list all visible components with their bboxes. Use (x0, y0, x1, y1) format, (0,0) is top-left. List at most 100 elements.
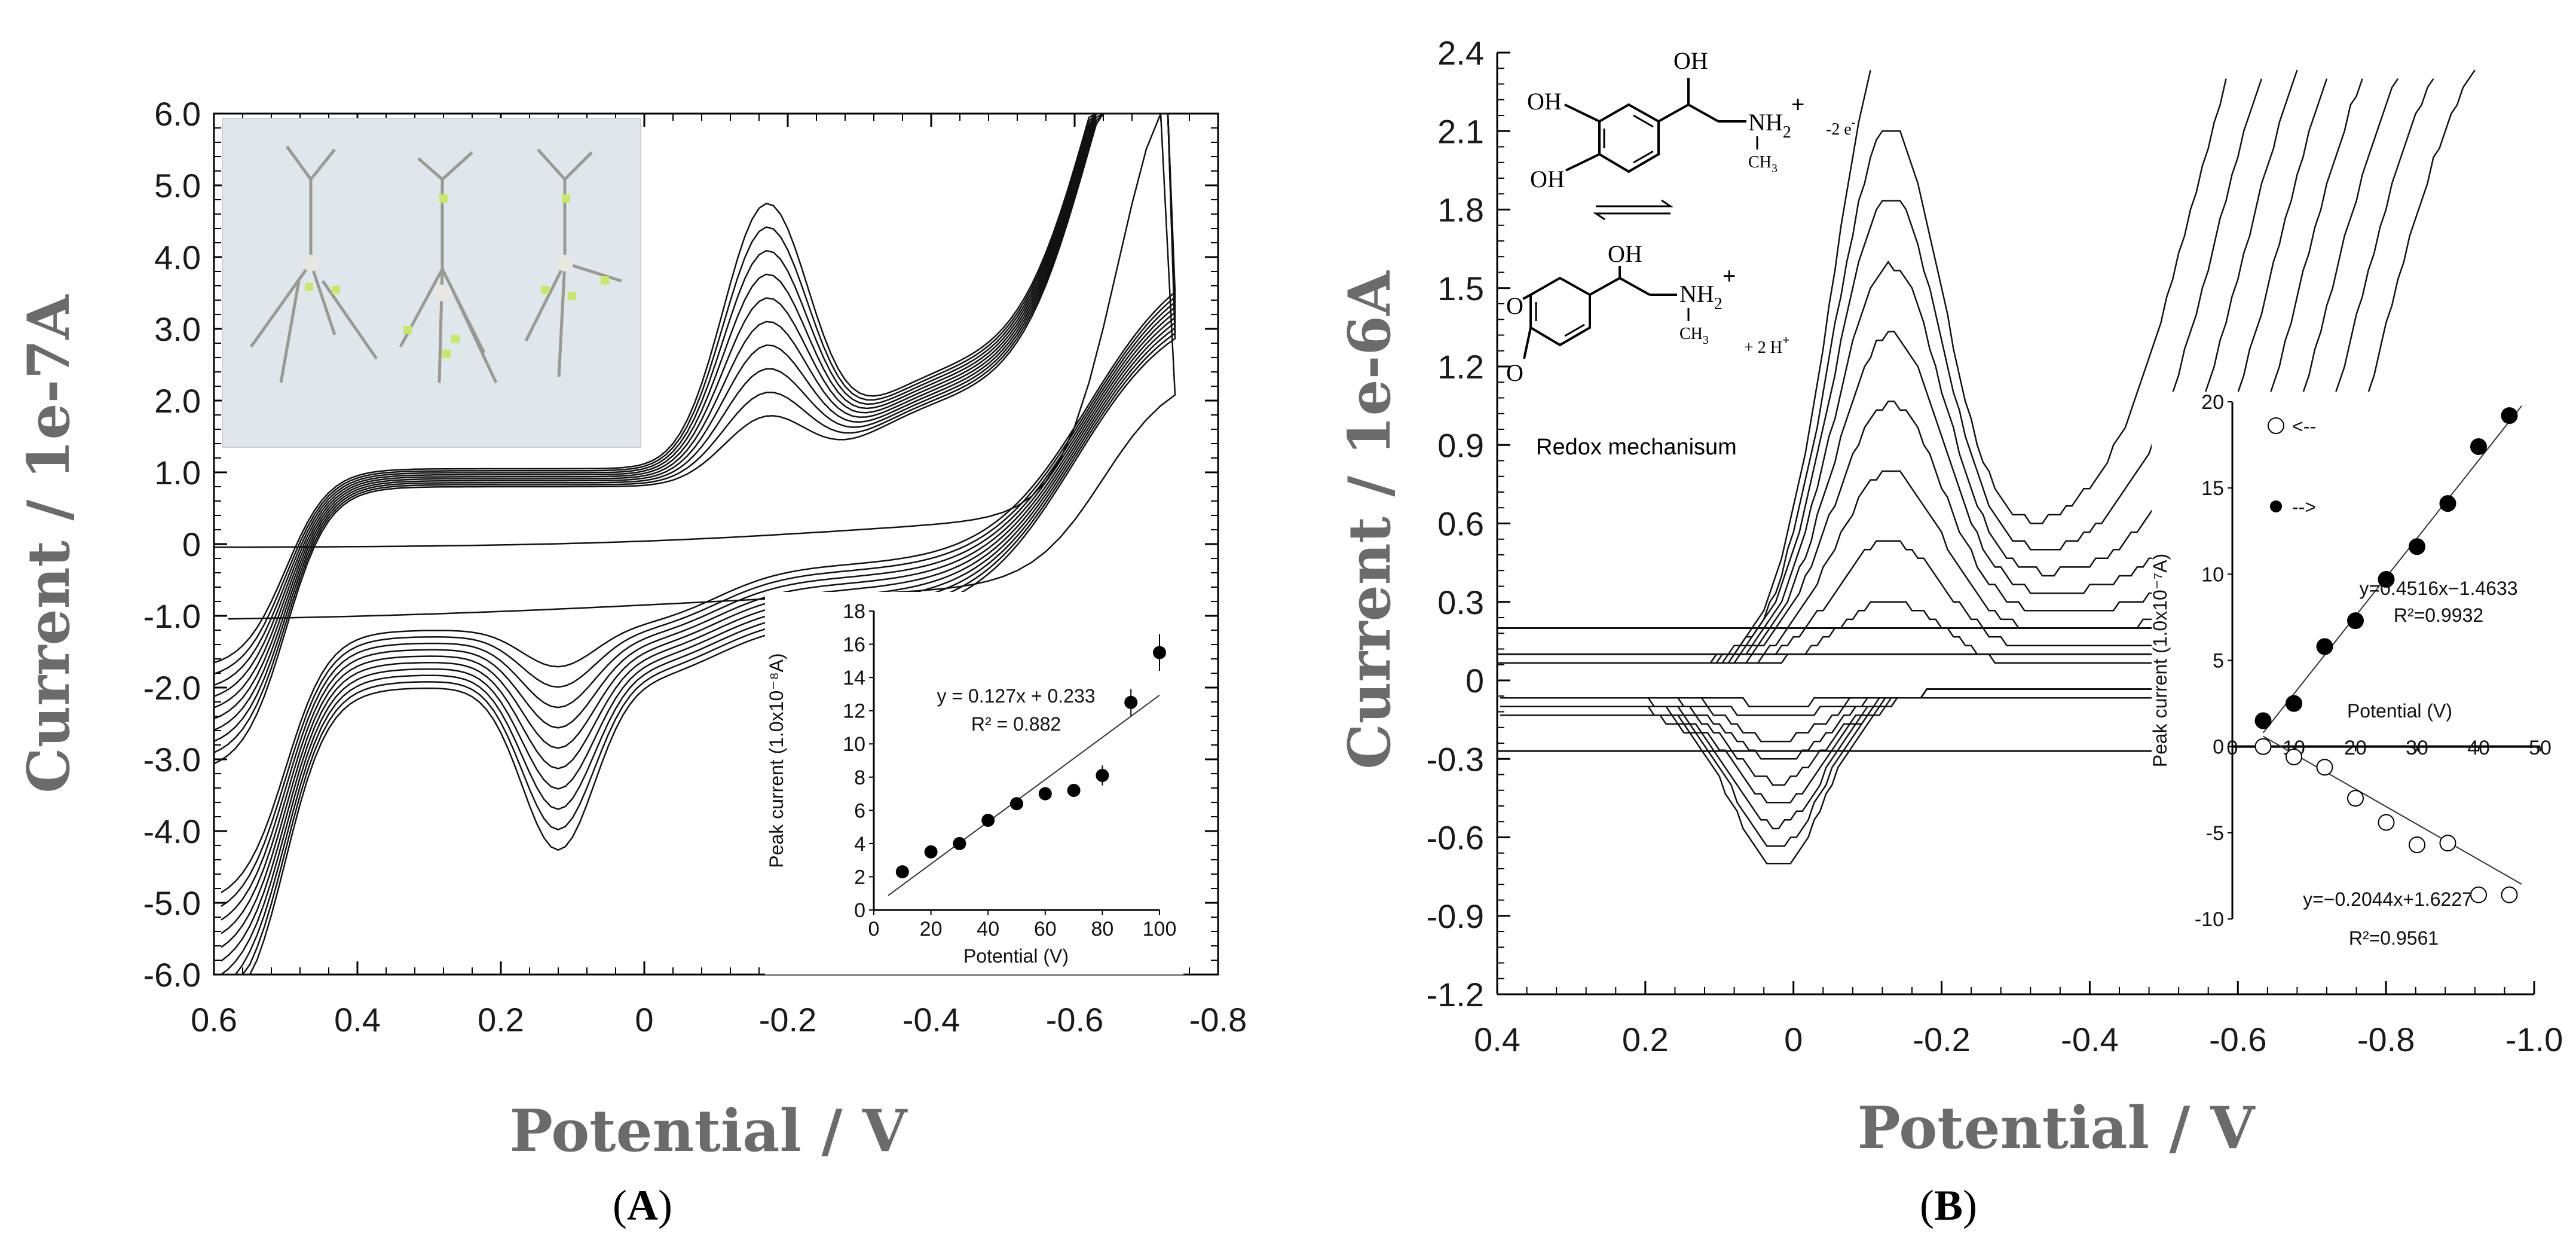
inset-b-data-point (2501, 407, 2518, 425)
inset-x-tick-label: 80 (1091, 918, 1113, 940)
electrode-junction (556, 255, 573, 271)
electrode-junction (302, 255, 319, 271)
inset-a-data-point (1010, 797, 1023, 811)
panel-b-y-axis-title: Current / 1e-6A (1336, 270, 1403, 769)
inset-b-legend-label: <-- (2292, 416, 2316, 437)
panel-a-x-tick-label: 0 (635, 1001, 653, 1039)
inset-b-fit-line-1 (2262, 405, 2522, 734)
panel-a-photo-inset (222, 118, 641, 448)
inset-a-data-point (1038, 787, 1052, 801)
panel-a-cv-curves (213, 112, 1176, 976)
panel-a-y-tick-label: 4.0 (154, 239, 201, 276)
inset-y-tick-label: -5 (2206, 822, 2224, 845)
panel-b-y-tick-label: -0.3 (1427, 740, 1485, 778)
panel-a-x-tick-label: -0.8 (1189, 1001, 1247, 1039)
panel-b-label: (B) (1920, 1181, 1977, 1229)
inset-b-data-point (2409, 836, 2425, 854)
panel-a-y-tick-label: -3.0 (143, 741, 201, 778)
electrode-samples-illustration (249, 145, 622, 384)
inset-x-tick-label: 50 (2529, 737, 2551, 759)
panel-b-x-tick-label: 0.4 (1474, 1021, 1520, 1058)
inset-y-tick-label: 2 (854, 866, 865, 888)
panel-a-y-tick-label: -1.0 (143, 597, 201, 635)
inset-a-data-point (1124, 695, 1138, 709)
inset-y-tick-label: 12 (843, 700, 865, 723)
panel-a-y-tick-label: -2.0 (143, 669, 201, 707)
inset-y-tick-label: 0 (2213, 736, 2224, 759)
panel-b-x-tick-labels: 0.4 0.2 0 -0.2 -0.4 -0.6 -0.8 -1.0 (1474, 1021, 2563, 1058)
hydroxyl-label: OH (1674, 47, 1708, 74)
inset-b-data-point (2470, 886, 2487, 903)
panel-a: 0.6 0.4 0.2 0 -0.2 -0.4 -0.6 -0.8 -6.0-5.0-4.0-… (15, 95, 1247, 1229)
panel-a-x-axis-title: Potential / V (510, 1097, 908, 1165)
electrons-label: -2 e- (1826, 116, 1855, 139)
benzene-ring-top (1598, 103, 1660, 173)
inset-y-tick-label: 18 (843, 600, 865, 623)
inset-y-tick-label: 14 (843, 667, 865, 689)
inset-y-tick-label: 10 (843, 733, 865, 756)
ketone-oxygen-label: O (1506, 292, 1523, 319)
inset-b-r-squared-reverse: R²=0.9561 (2349, 927, 2439, 949)
inset-a-data-point (953, 836, 966, 850)
methyl-label: CH3 (1748, 153, 1777, 175)
inset-b-data-point (2347, 790, 2364, 807)
hydroxyl-label: OH (1530, 166, 1565, 193)
inset-b-r-squared-forward: R²=0.9932 (2394, 604, 2483, 626)
inset-y-axis-title: Peak current (1.0x10⁻⁸A) (766, 653, 787, 868)
panel-b-x-tick-label: -0.8 (2357, 1021, 2415, 1058)
electrode-markers (305, 194, 609, 358)
inset-y-tick-label: 16 (843, 634, 865, 656)
panel-b-x-tick-label: 0.2 (1622, 1021, 1669, 1058)
inset-b-data-point (2409, 538, 2425, 555)
panel-b-cv-forward-scan-9 (1497, 69, 1871, 664)
inset-a-data-point (1153, 646, 1166, 659)
panel-b-y-tick-labels: -1.2 -0.9 -0.6 -0.3 0 0.3 0.6 0.9 1.2 1.5 1.8 2.1 2.… (1427, 34, 1485, 1013)
protons-label: + 2 H+ (1744, 332, 1790, 357)
panel-a-y-axis-title: Current / 1e-7A (15, 294, 82, 793)
panel-b-x-tick-label: 0 (1784, 1021, 1803, 1058)
inset-b-data-point (2254, 712, 2272, 729)
inset-b-equation-reverse: y=−0.2044x+1.6227 (2303, 888, 2473, 910)
equilibrium-arrows (1593, 199, 1674, 221)
inset-b-data-point (2501, 886, 2518, 903)
inset-y-tick-label: 20 (2201, 391, 2224, 414)
panel-a-y-tick-label: 1.0 (154, 454, 201, 491)
panel-b: 0.4 0.2 0 -0.2 -0.4 -0.6 -0.8 -1.0 -1.2 -0.9 -0.6… (1336, 34, 2570, 1229)
inset-b-legend-label: --> (2292, 496, 2316, 518)
panel-b-cv-reverse-scan-5 (1500, 688, 2164, 786)
panel-b-y-tick-label: 1.8 (1437, 191, 1484, 229)
inset-y-tick-label: 10 (2201, 563, 2224, 586)
inset-a-data-point (924, 845, 938, 859)
panel-a-y-tick-label: 2.0 (154, 382, 201, 420)
panel-b-y-tick-label: 1.2 (1437, 348, 1484, 386)
panel-a-inset-chart: 0 20 40 60 80 100 0 2 4 6 8 10 12 14 16 18 Peak current … (765, 592, 1183, 975)
panel-b-x-tick-label: -0.6 (2209, 1021, 2267, 1058)
panel-b-x-tick-label: -1.0 (2505, 1021, 2563, 1058)
methyl-label: CH3 (1679, 325, 1709, 347)
panel-b-cv-forward-scan-8 (1497, 78, 2227, 664)
panel-a-y-tick-label: 3.0 (154, 310, 201, 348)
panel-a-x-tick-label: -0.2 (759, 1001, 817, 1039)
panel-a-y-tick-label: -6.0 (143, 956, 201, 994)
panel-a-y-tick-label: -4.0 (143, 813, 201, 850)
hydroxyl-label: OH (1608, 240, 1642, 267)
inset-x-tick-label: 40 (2467, 737, 2490, 759)
inset-b-data-point (2316, 759, 2333, 776)
panel-a-cv-scan-10 (213, 112, 1176, 976)
inset-b-legend-marker (2270, 500, 2282, 512)
panel-b-cv-reverse-scan-7 (1500, 688, 2164, 830)
inset-a-data-point (895, 865, 909, 879)
panel-b-y-tick-label: 0.6 (1437, 505, 1484, 543)
panel-b-cv-reverse-scan-2 (1500, 688, 2164, 716)
ketone-oxygen-label: O (1506, 359, 1523, 386)
inset-background (2152, 392, 2570, 966)
panel-a-x-tick-label: -0.6 (1046, 1001, 1104, 1039)
amine-label: NH2+ (1748, 91, 1805, 142)
panel-b-x-tick-label: -0.4 (2061, 1021, 2119, 1058)
inset-y-tick-label: -10 (2195, 908, 2224, 931)
inset-b-data-point (2316, 638, 2333, 655)
panel-b-y-tick-label: 1.5 (1437, 270, 1484, 307)
panel-b-cv-reverse-scan-8 (1500, 688, 2164, 847)
